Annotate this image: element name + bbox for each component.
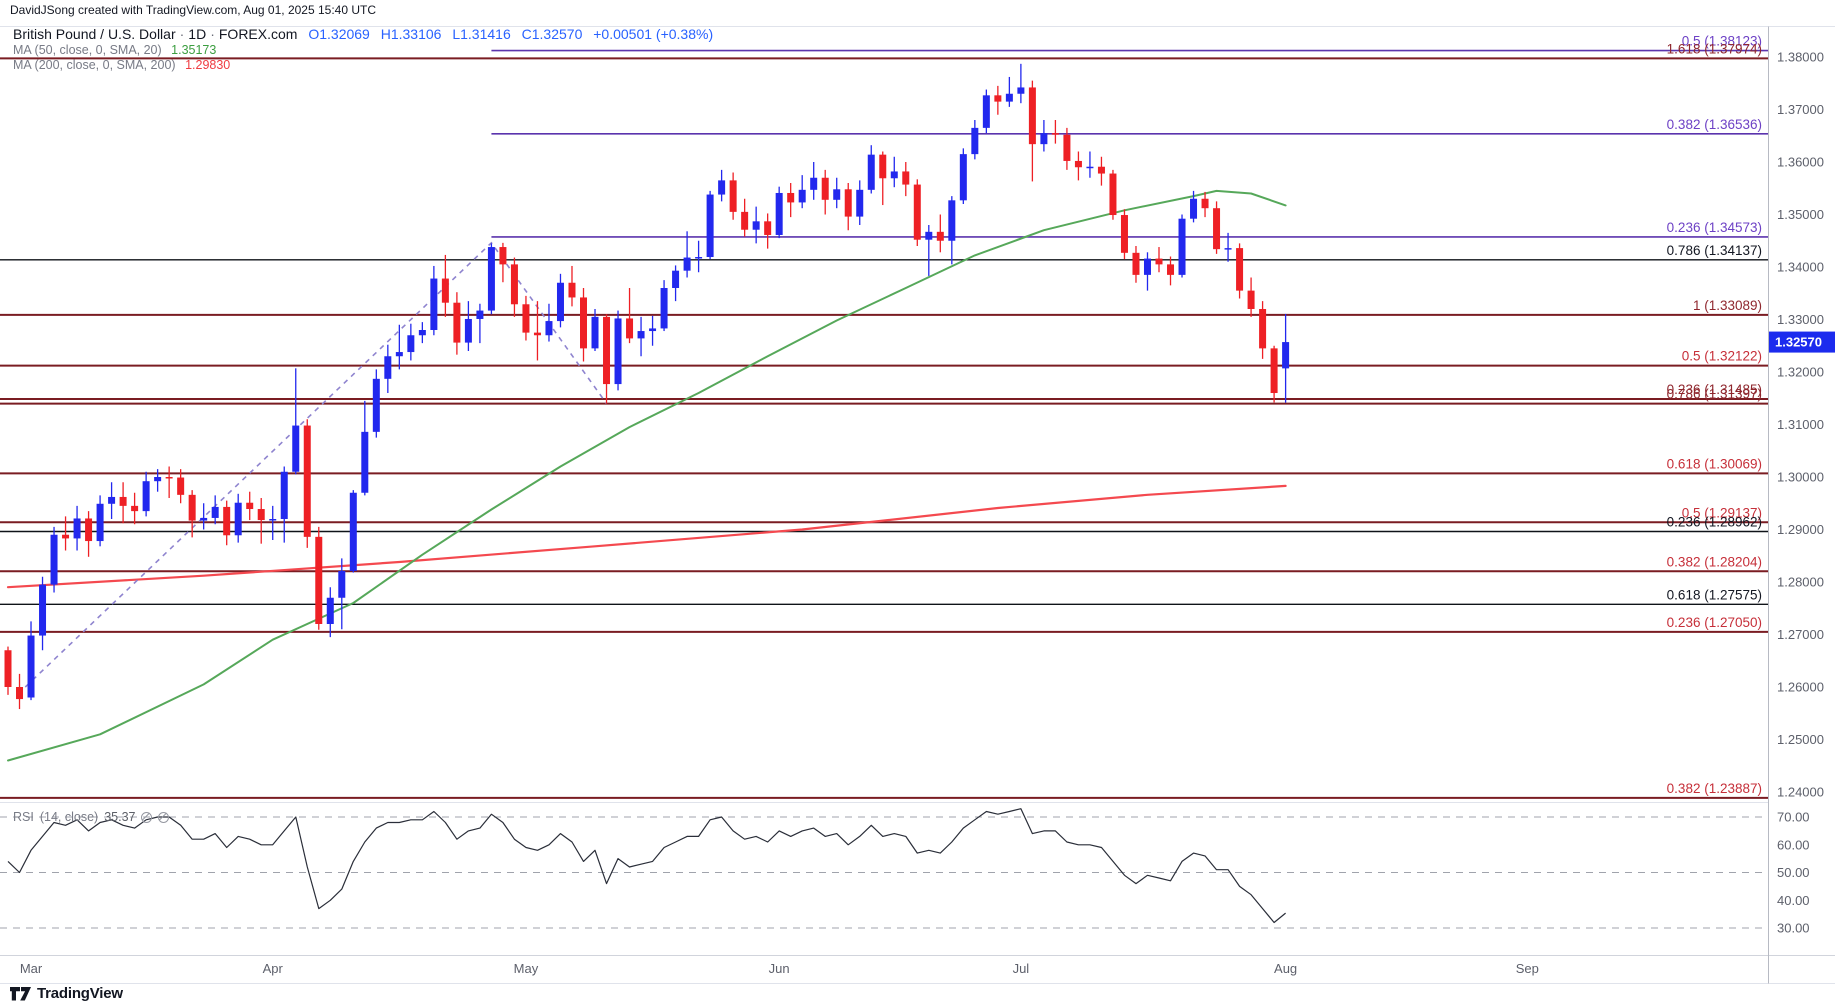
- svg-text:Apr: Apr: [263, 961, 284, 976]
- svg-text:0.5 (1.32122): 0.5 (1.32122): [1682, 349, 1762, 364]
- tradingview-logo-text: TradingView: [37, 985, 123, 1002]
- trendline[interactable]: [24, 241, 608, 688]
- svg-text:0.618 (1.30069): 0.618 (1.30069): [1667, 456, 1762, 471]
- rsi-value: 35.37: [104, 810, 136, 824]
- ma50-label: MA (50, close, 0, SMA, 20): [13, 43, 162, 57]
- svg-text:0.5 (1.38123): 0.5 (1.38123): [1682, 34, 1762, 49]
- svg-text:May: May: [514, 961, 539, 976]
- symbol-title[interactable]: British Pound / U.S. Dollar: [13, 26, 176, 42]
- svg-text:0.236 (1.31485): 0.236 (1.31485): [1667, 382, 1762, 397]
- ma200-legend[interactable]: MA (200, close, 0, SMA, 200) 1.29830: [13, 58, 230, 72]
- svg-text:40.00: 40.00: [1777, 893, 1810, 908]
- svg-text:1.30000: 1.30000: [1777, 470, 1824, 485]
- svg-text:1.37000: 1.37000: [1777, 102, 1824, 117]
- ma200-value: 1.29830: [185, 58, 231, 72]
- close-value: C1.32570: [521, 26, 583, 42]
- price-axis[interactable]: 1.38000 1.37000 1.36000 1.35000 1.34000 1.330…: [1777, 50, 1824, 936]
- svg-text:1 (1.33089): 1 (1.33089): [1693, 298, 1762, 313]
- change-value: +0.00501 (+0.38%): [593, 26, 714, 42]
- ma50-line[interactable]: [7, 189, 1287, 762]
- svg-text:1.24000: 1.24000: [1777, 785, 1824, 800]
- svg-text:0.236 (1.34573): 0.236 (1.34573): [1667, 220, 1762, 235]
- svg-text:1.35000: 1.35000: [1777, 207, 1824, 222]
- svg-text:0.382 (1.36536): 0.382 (1.36536): [1667, 117, 1762, 132]
- svg-text:1.38000: 1.38000: [1777, 50, 1824, 65]
- time-axis[interactable]: Mar Apr May Jun Jul Aug Sep: [20, 961, 1539, 976]
- svg-text:1.32000: 1.32000: [1777, 365, 1824, 380]
- svg-text:1.33000: 1.33000: [1777, 312, 1824, 327]
- rsi-legend[interactable]: RSI (14, close) 35.37: [13, 810, 170, 824]
- timeframe-label[interactable]: 1D: [188, 26, 207, 42]
- svg-text:0.618 (1.27575): 0.618 (1.27575): [1667, 587, 1762, 602]
- rsi-pane[interactable]: [0, 808, 1768, 929]
- rsi-line: [7, 808, 1286, 924]
- svg-text:1.28000: 1.28000: [1777, 575, 1824, 590]
- open-value: O1.32069: [308, 26, 370, 42]
- svg-text:70.00: 70.00: [1777, 810, 1810, 825]
- svg-text:1.618 (1.37974): 1.618 (1.37974): [1667, 41, 1762, 56]
- symbol-legend[interactable]: British Pound / U.S. Dollar · 1D · FOREX.com…: [13, 26, 713, 42]
- fib-labels-layer: 0.5 (1.38123)1.618 (1.37974) 0.382 (1.365…: [1667, 34, 1762, 796]
- svg-text:0.236 (1.27050): 0.236 (1.27050): [1667, 615, 1762, 630]
- svg-text:Jul: Jul: [1013, 961, 1030, 976]
- exchange-label: FOREX.com: [218, 26, 298, 42]
- svg-text:1.26000: 1.26000: [1777, 680, 1824, 695]
- circle-slash-icon: [141, 811, 153, 823]
- svg-text:Sep: Sep: [1516, 961, 1539, 976]
- high-value: H1.33106: [380, 26, 442, 42]
- svg-text:0.786 (1.31397): 0.786 (1.31397): [1667, 387, 1762, 402]
- separator: ·: [210, 26, 215, 42]
- svg-text:1.29000: 1.29000: [1777, 522, 1824, 537]
- ma50-legend[interactable]: MA (50, close, 0, SMA, 20) 1.35173: [13, 43, 216, 57]
- svg-text:Aug: Aug: [1274, 961, 1297, 976]
- rsi-title: RSI: [13, 810, 34, 824]
- svg-text:1.34000: 1.34000: [1777, 260, 1824, 275]
- candles-layer[interactable]: [4, 63, 1290, 710]
- svg-text:30.00: 30.00: [1777, 921, 1810, 936]
- fib-lines-layer[interactable]: [0, 49, 1768, 799]
- low-value: L1.31416: [452, 26, 511, 42]
- svg-text:50.00: 50.00: [1777, 865, 1810, 880]
- attribution-text: DavidJSong created with TradingView.com,…: [10, 3, 376, 17]
- rsi-params: (14, close): [39, 810, 99, 824]
- ma200-label: MA (200, close, 0, SMA, 200): [13, 58, 176, 72]
- svg-text:1.32570: 1.32570: [1775, 335, 1822, 350]
- svg-text:0.5 (1.29137): 0.5 (1.29137): [1682, 505, 1762, 520]
- ma50-value: 1.35173: [171, 43, 217, 57]
- last-price-badge: 1.32570: [1769, 331, 1835, 353]
- pane-borders: [0, 26, 1835, 984]
- svg-text:0.382 (1.28204): 0.382 (1.28204): [1667, 554, 1762, 569]
- svg-text:Mar: Mar: [20, 961, 43, 976]
- svg-text:1.36000: 1.36000: [1777, 155, 1824, 170]
- svg-text:0.236 (1.28962): 0.236 (1.28962): [1667, 514, 1762, 529]
- tradingview-logo-icon: [10, 986, 31, 1000]
- svg-text:60.00: 60.00: [1777, 837, 1810, 852]
- svg-text:0.382 (1.23887): 0.382 (1.23887): [1667, 781, 1762, 796]
- svg-text:1.31000: 1.31000: [1777, 417, 1824, 432]
- tradingview-logo[interactable]: TradingView: [10, 985, 123, 1002]
- ma200-line[interactable]: [6, 484, 1287, 589]
- svg-text:1.25000: 1.25000: [1777, 732, 1824, 747]
- circle-slash-icon: [158, 811, 170, 823]
- separator: ·: [179, 26, 185, 42]
- svg-text:0.786 (1.34137): 0.786 (1.34137): [1667, 243, 1762, 258]
- svg-text:1.27000: 1.27000: [1777, 627, 1824, 642]
- svg-text:Jun: Jun: [769, 961, 790, 976]
